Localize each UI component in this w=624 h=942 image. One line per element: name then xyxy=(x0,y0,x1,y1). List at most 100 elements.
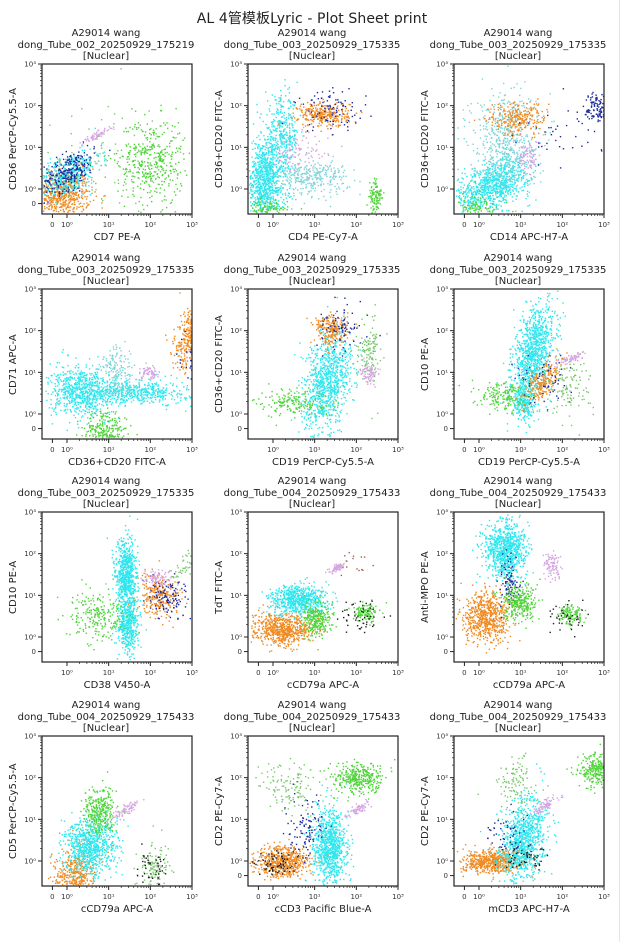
data-point-orange xyxy=(95,182,97,185)
data-point-cyan-tail xyxy=(289,158,291,160)
data-point-cyan-up xyxy=(472,143,474,145)
data-point-orange xyxy=(334,117,336,119)
data-point-green xyxy=(132,164,135,167)
data-point-cyan-main xyxy=(467,203,470,206)
data-point-cyan xyxy=(61,187,63,189)
data-point-cyan xyxy=(82,185,84,187)
data-point-darkblue xyxy=(64,170,66,172)
data-point-darkblue xyxy=(67,190,70,193)
data-point-cyan-main xyxy=(256,146,259,148)
data-point-cyan-tail xyxy=(284,167,287,169)
data-point-lavender xyxy=(113,126,115,128)
data-point-darkblue xyxy=(49,173,51,176)
data-point-orange xyxy=(295,107,297,109)
data-point-cyan-main xyxy=(275,167,278,169)
data-point-cyan-right xyxy=(303,181,305,184)
data-point-cyan-main xyxy=(259,208,262,210)
data-point-darkblue xyxy=(49,190,51,193)
data-point-cyan-tail xyxy=(286,154,288,156)
data-point-green xyxy=(159,157,161,159)
data-point-orange xyxy=(58,206,61,209)
data-point-cyan-tail xyxy=(287,100,289,103)
data-point-cyan-right xyxy=(325,172,327,174)
data-point-cyan-up xyxy=(512,151,514,154)
data-point-cyan-main xyxy=(518,176,520,179)
data-point-cyan-main xyxy=(249,177,252,180)
data-point-orange xyxy=(67,206,70,208)
data-point-cyan-main xyxy=(253,174,256,176)
data-point-scatter xyxy=(160,125,162,127)
data-point-cyan-main xyxy=(484,181,486,184)
data-point-cyan-tail xyxy=(269,129,271,131)
data-point-cyan-main xyxy=(477,186,479,188)
data-point-cyan-tail xyxy=(292,147,294,149)
data-point-scatter xyxy=(155,177,157,180)
data-point-cyan-main xyxy=(461,177,463,179)
data-point-cyan-main xyxy=(258,172,260,175)
data-point-cyan-main xyxy=(513,187,516,190)
data-point-cyan-main xyxy=(261,151,264,153)
data-point-cyan xyxy=(59,187,62,189)
data-point-orange xyxy=(320,120,323,123)
data-point-darkblue xyxy=(74,175,76,178)
data-point-green-low xyxy=(260,197,262,200)
data-point-green xyxy=(161,133,164,136)
data-point-cyan-main xyxy=(276,191,278,193)
data-point-darkblue xyxy=(57,187,59,189)
data-point-cyan-main xyxy=(262,179,264,181)
data-point-cyan-right xyxy=(318,171,320,174)
data-point-cyan-right xyxy=(329,182,332,184)
data-point-cyan-main xyxy=(507,190,510,193)
data-point-cyan xyxy=(81,161,83,163)
data-point-scatter xyxy=(133,153,136,156)
data-point-green-low xyxy=(275,202,278,204)
data-point-cyan-main xyxy=(478,205,481,207)
data-point-cyan-main xyxy=(265,147,267,149)
data-point-cyan-main xyxy=(509,189,511,192)
data-point-orange xyxy=(305,114,307,117)
data-point-cyan xyxy=(70,186,72,189)
data-point-cyan-main xyxy=(496,162,498,165)
data-point-darkblue xyxy=(67,176,69,178)
data-point-green xyxy=(156,173,159,175)
data-point-cyan-main xyxy=(269,198,271,200)
data-point-cyan-tail xyxy=(272,138,274,140)
data-point-cyan xyxy=(63,190,65,192)
data-point-orange xyxy=(68,193,70,195)
data-point-orange xyxy=(328,123,330,126)
data-point-green xyxy=(134,166,136,168)
data-point-green xyxy=(143,188,145,191)
data-point-orange xyxy=(67,181,69,183)
data-point-cyan-main xyxy=(479,182,482,184)
data-point-cyan xyxy=(74,186,76,188)
data-point-cyan-main xyxy=(484,193,486,196)
data-point-cyan-main xyxy=(265,182,267,184)
data-point-cyan-up xyxy=(533,175,535,178)
data-point-cyan xyxy=(71,159,73,161)
data-point-cyan xyxy=(74,164,76,166)
plot-title-line: A29014 wang xyxy=(208,28,416,40)
data-point-cyan-main xyxy=(499,193,501,196)
data-point-cyan-up xyxy=(496,140,498,142)
data-point-cyan-tail xyxy=(278,103,280,105)
data-point-lavender xyxy=(292,154,294,156)
data-point-cyan-up xyxy=(485,172,487,175)
data-point-green xyxy=(375,182,377,185)
data-point-scatter xyxy=(151,180,154,182)
data-point-cyan-right xyxy=(322,183,325,185)
data-point-green xyxy=(380,197,383,199)
data-point-cyan-tail xyxy=(291,145,293,148)
data-point-cyan-main xyxy=(502,170,505,173)
data-point-cyan-main xyxy=(268,202,270,204)
data-point-cyan-main xyxy=(258,163,260,166)
data-point-cyan-up xyxy=(488,169,491,171)
data-point-cyan-right xyxy=(306,172,308,174)
data-point-green xyxy=(164,152,166,154)
data-point-orange xyxy=(71,203,73,206)
data-point-lavender xyxy=(292,137,295,140)
data-point-cyan-tail xyxy=(267,135,269,138)
data-point-cyan-main xyxy=(477,204,479,207)
data-point-cyan-main xyxy=(512,166,515,168)
data-point-scatter xyxy=(102,152,104,154)
data-point-cyan-main xyxy=(267,150,269,152)
